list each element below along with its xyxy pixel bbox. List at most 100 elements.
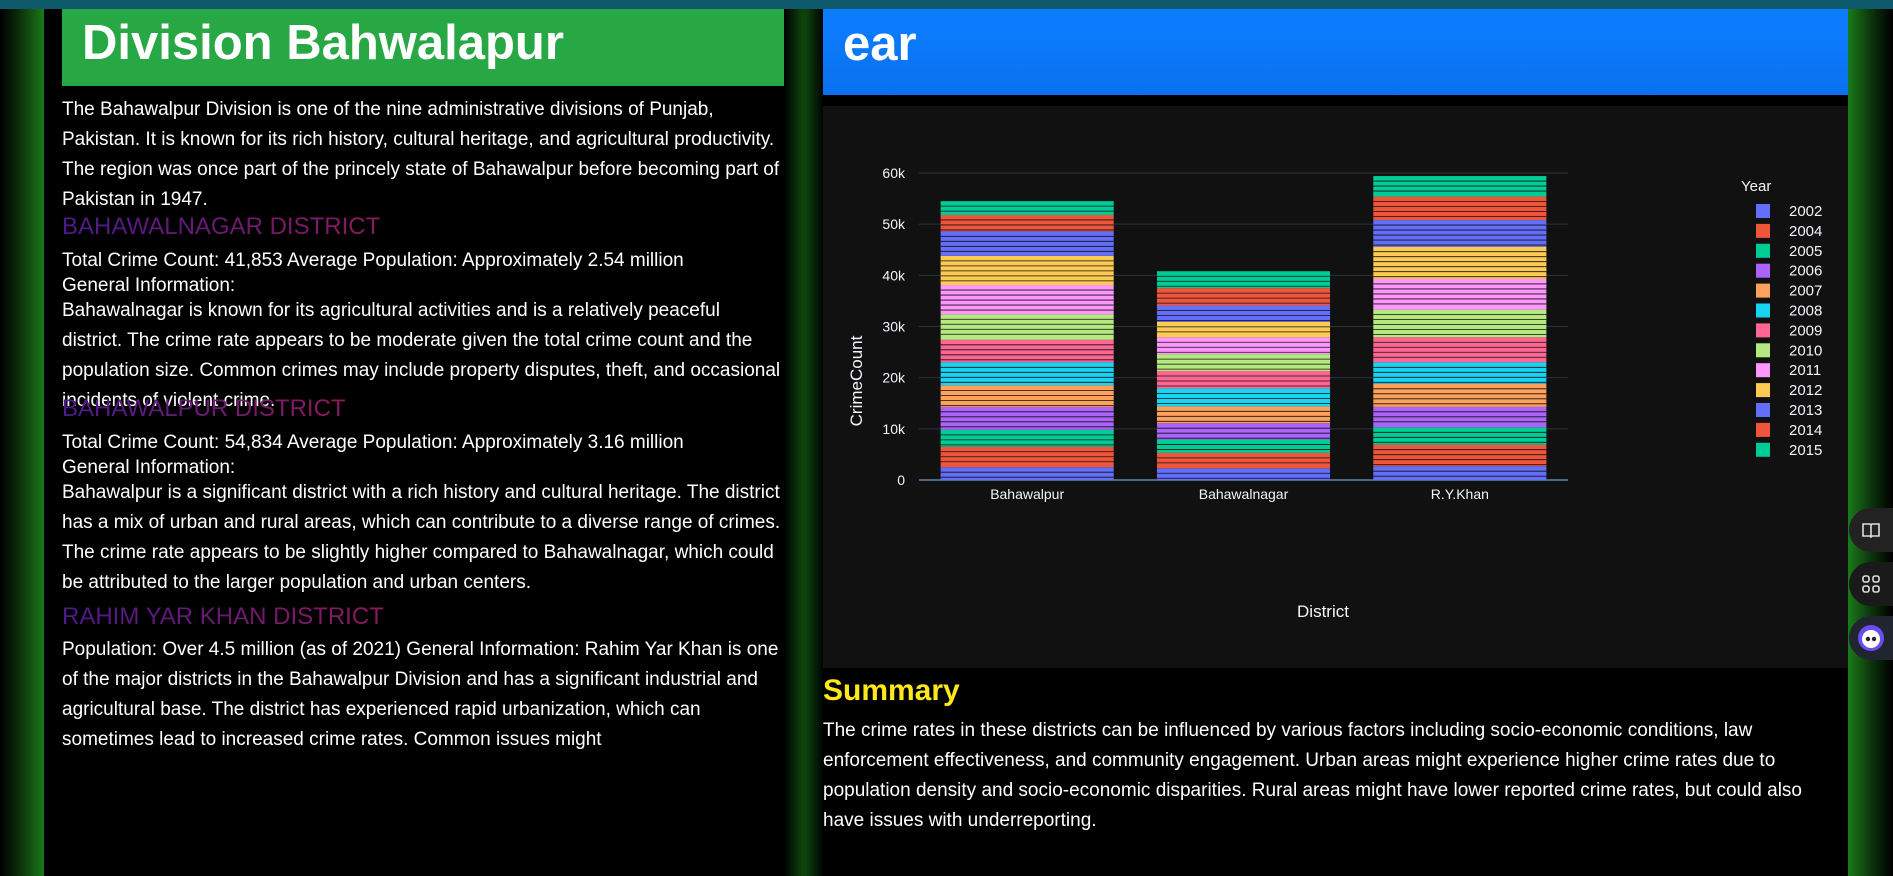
bar-segment-2009[interactable] [1156, 371, 1331, 389]
x-axis: Bahawalpur Bahawalnagar R.Y.Khan [990, 486, 1489, 502]
bar-segment-2010[interactable] [940, 314, 1114, 340]
bar-segment-2010[interactable] [1156, 354, 1331, 372]
bar-segment-2008[interactable] [1373, 362, 1547, 384]
chart-legend[interactable]: Year 2002 2004 2005 2006 2007 2008 2009 2010 201… [1741, 178, 1822, 459]
general-info-label: General Information: [62, 457, 236, 478]
bar-segment-2006[interactable] [940, 406, 1114, 430]
division-header: Division Bahwalapur [62, 9, 784, 86]
x-tick-label: Bahawalpur [990, 486, 1064, 502]
top-bar [0, 0, 1893, 9]
page-title: Division Bahwalapur [82, 16, 564, 70]
summary-title: Summary [823, 674, 960, 707]
legend-swatch-2007[interactable] [1756, 283, 1770, 298]
bar-segment-2007[interactable] [940, 385, 1114, 407]
bar-segment-2008[interactable] [1156, 388, 1331, 407]
legend-label-2014[interactable]: 2014 [1789, 422, 1822, 439]
y-axis: 0 10k 20k 30k 40k 50k 60k [882, 165, 906, 488]
right-glow-border [1848, 9, 1893, 876]
y-tick-label: 50k [882, 216, 906, 232]
bar-segment-2002[interactable] [1156, 468, 1331, 480]
bar-segment-2014[interactable] [1373, 196, 1547, 221]
grid-icon [1862, 575, 1880, 593]
legend-swatch-2010[interactable] [1756, 343, 1770, 358]
bar-segment-2007[interactable] [1373, 383, 1547, 407]
bar-segment-2008[interactable] [940, 362, 1114, 386]
legend-swatch-2005[interactable] [1756, 243, 1770, 258]
district-stats-bahawalnagar: Total Crime Count: 41,853 Average Popula… [62, 250, 684, 271]
reader-mode-button[interactable] [1849, 508, 1893, 552]
legend-label-2008[interactable]: 2008 [1789, 303, 1822, 320]
bar-segment-2014[interactable] [1156, 288, 1331, 306]
district-body-rahim-yar-khan: Population: Over 4.5 million (as of 2021… [62, 639, 779, 750]
bar-segment-2014[interactable] [940, 214, 1114, 232]
left-glow-border [0, 9, 44, 876]
district-title-rahim-yar-khan: RAHIM YAR KHAN DISTRICT [62, 603, 384, 630]
legend-label-2009[interactable]: 2009 [1789, 322, 1822, 339]
bar-segment-2006[interactable] [1156, 423, 1331, 440]
legend-label-2011[interactable]: 2011 [1789, 362, 1821, 379]
bar-segment-2015[interactable] [1156, 271, 1331, 289]
bar-segment-2005[interactable] [1156, 439, 1331, 453]
district-body-bahawalnagar: Bahawalnagar is known for its agricultur… [62, 300, 781, 411]
legend-title: Year [1741, 178, 1771, 195]
bar-segment-2009[interactable] [940, 339, 1114, 363]
legend-swatch-2006[interactable] [1756, 263, 1770, 278]
crime-chart-panel: 0 10k 20k 30k 40k 50k 60k Bahawalpur Bahawalnag… [823, 106, 1848, 668]
center-glow-divider [784, 9, 824, 876]
stacked-bar-chart: 0 10k 20k 30k 40k 50k 60k Bahawalpur Bahawalnag… [847, 165, 1822, 621]
bar-segment-2010[interactable] [1373, 309, 1547, 338]
bar-segment-2011[interactable] [1156, 337, 1331, 355]
y-axis-title: CrimeCount [847, 335, 866, 426]
legend-label-2012[interactable]: 2012 [1789, 382, 1822, 399]
x-tick-label: Bahawalnagar [1199, 486, 1289, 502]
y-tick-label: 60k [882, 165, 906, 181]
legend-label-2010[interactable]: 2010 [1789, 342, 1822, 359]
bar-segment-2004[interactable] [1373, 444, 1547, 467]
legend-label-2005[interactable]: 2005 [1789, 243, 1822, 260]
left-column: Division Bahwalapur The Bahawalpur Divis… [44, 9, 784, 876]
legend-swatch-2012[interactable] [1756, 383, 1770, 398]
legend-swatch-2008[interactable] [1756, 303, 1770, 318]
bar-segment-2013[interactable] [1373, 220, 1547, 247]
y-tick-label: 10k [882, 421, 906, 437]
district-body-bahawalpur: Bahawalpur is a significant district wit… [62, 482, 781, 593]
legend-swatch-2004[interactable] [1756, 223, 1770, 238]
district-stats-bahawalpur: Total Crime Count: 54,834 Average Popula… [62, 432, 684, 453]
bar-segment-2013[interactable] [1156, 305, 1331, 322]
bar-segment-2005[interactable] [1373, 427, 1547, 445]
legend-swatch-2009[interactable] [1756, 323, 1770, 338]
book-icon [1862, 523, 1880, 539]
y-tick-label: 0 [897, 472, 905, 488]
chart-header: ear [823, 9, 1848, 95]
legend-label-2006[interactable]: 2006 [1789, 263, 1822, 280]
legend-swatch-2011[interactable] [1756, 363, 1770, 378]
legend-label-2007[interactable]: 2007 [1789, 283, 1822, 300]
legend-label-2004[interactable]: 2004 [1789, 223, 1822, 240]
bar-segment-2012[interactable] [1156, 321, 1331, 338]
assistant-button[interactable] [1849, 616, 1893, 660]
general-info-label: General Information: [62, 275, 236, 296]
chart-header-title: ear [843, 17, 917, 71]
y-tick-label: 40k [882, 267, 906, 283]
y-tick-label: 30k [882, 319, 906, 335]
legend-swatch-2002[interactable] [1756, 204, 1770, 218]
bar-segment-2002[interactable] [940, 467, 1114, 480]
y-tick-label: 20k [882, 370, 906, 386]
bar-segment-2005[interactable] [940, 429, 1114, 447]
bar-segment-2015[interactable] [940, 201, 1114, 215]
chart-bars [940, 176, 1547, 480]
assistant-icon [1858, 625, 1884, 651]
legend-swatch-2013[interactable] [1756, 403, 1770, 417]
bar-segment-2009[interactable] [1373, 337, 1547, 363]
bar-segment-2004[interactable] [1156, 452, 1331, 469]
legend-swatch-2014[interactable] [1756, 422, 1770, 437]
legend-swatch-2015[interactable] [1756, 442, 1770, 457]
right-column: ear 0 10k 20k 30k 40k 50k 60k Bahawalpur Bahawa… [823, 9, 1848, 876]
bar-segment-2013[interactable] [940, 231, 1114, 256]
bar-segment-2007[interactable] [1156, 406, 1331, 424]
apps-button[interactable] [1849, 562, 1893, 606]
legend-label-2002[interactable]: 2002 [1789, 203, 1822, 220]
bar-segment-2002[interactable] [1373, 466, 1547, 480]
legend-label-2015[interactable]: 2015 [1789, 442, 1822, 459]
legend-label-2013[interactable]: 2013 [1789, 402, 1822, 419]
